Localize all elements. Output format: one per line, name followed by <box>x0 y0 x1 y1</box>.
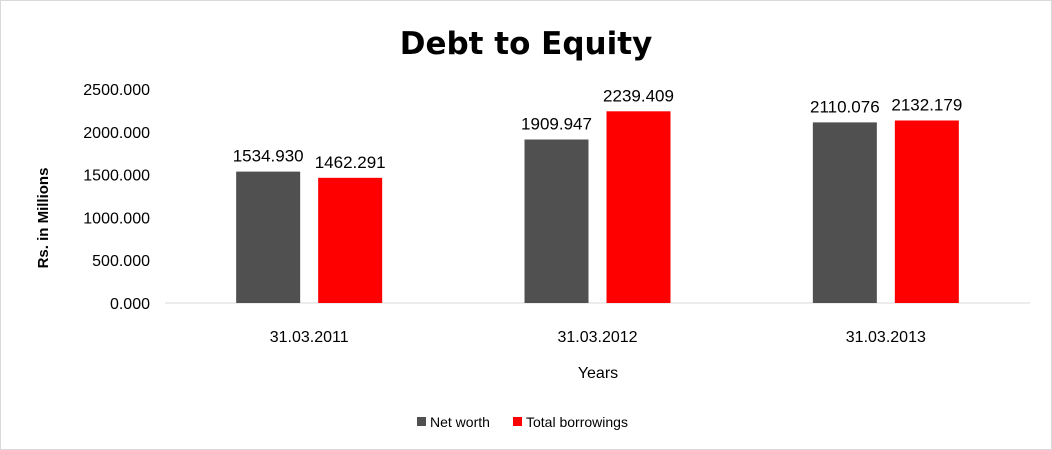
legend-label-net-worth: Net worth <box>430 414 490 430</box>
data-labels-group: 1534.930 1462.291 1909.947 2239.409 2110.076… <box>233 86 963 172</box>
legend-swatch-total-borrowings <box>513 417 522 426</box>
bar-net-worth <box>236 171 301 303</box>
category-label: 31.03.2012 <box>557 329 637 346</box>
category-label: 31.03.2011 <box>270 329 349 346</box>
data-label: 1909.947 <box>521 115 592 134</box>
y-axis-ticks: 0.000 500.000 1000.000 1500.000 2000.000 2500… <box>83 82 150 313</box>
category-label: 31.03.2013 <box>846 329 926 346</box>
data-label: 2110.076 <box>810 97 880 116</box>
category-labels-group: 31.03.2011 31.03.2012 31.03.2013 <box>270 329 926 346</box>
y-axis-title: Rs. in Millions <box>35 168 52 269</box>
bar-total-borrowings <box>318 177 383 303</box>
legend-label-total-borrowings: Total borrowings <box>526 414 628 430</box>
y-tick-label: 1500.000 <box>83 168 150 185</box>
data-label: 2132.179 <box>891 95 962 114</box>
chart-title: Debt to Equity <box>400 26 653 62</box>
data-label: 2239.409 <box>603 86 674 105</box>
bar-net-worth <box>812 122 877 303</box>
x-axis-title: Years <box>578 365 618 382</box>
legend: Net worth Total borrowings <box>417 414 628 430</box>
data-label: 1462.291 <box>315 153 386 172</box>
bar-total-borrowings <box>606 111 671 304</box>
y-tick-label: 0.000 <box>110 296 150 313</box>
y-tick-label: 500.000 <box>92 253 150 270</box>
data-label: 1534.930 <box>233 147 304 166</box>
y-tick-label: 2000.000 <box>83 125 150 142</box>
y-tick-label: 1000.000 <box>83 210 150 227</box>
y-tick-label: 2500.000 <box>83 82 150 99</box>
bar-net-worth <box>524 139 589 303</box>
bars-group <box>236 111 959 304</box>
legend-swatch-net-worth <box>417 417 426 426</box>
bar-total-borrowings <box>894 120 959 304</box>
